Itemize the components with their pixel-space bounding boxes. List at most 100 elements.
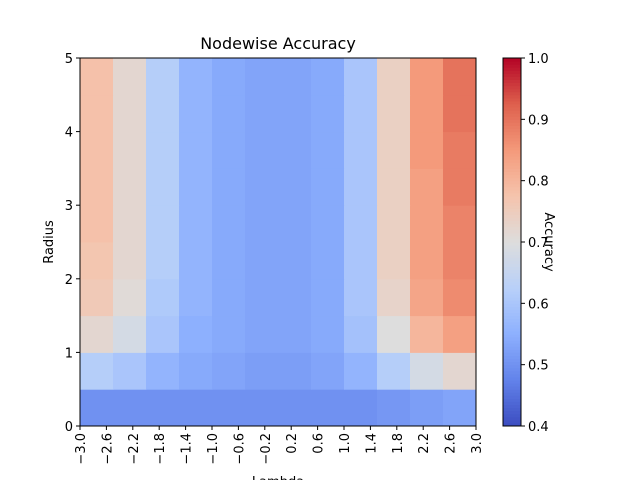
colorbar-swatch — [503, 291, 521, 295]
colorbar-swatch — [503, 303, 521, 307]
heatmap-cell — [80, 242, 114, 280]
heatmap-cell — [146, 168, 180, 206]
heatmap-cell — [212, 389, 246, 427]
heatmap-cell — [80, 131, 114, 169]
x-axis-label: Lambda — [252, 475, 304, 480]
heatmap-cell — [443, 315, 477, 353]
colorbar-swatch — [503, 251, 521, 255]
colorbar-swatch — [503, 58, 521, 62]
y-tick-label: 0 — [65, 420, 73, 435]
heatmap-cell — [179, 352, 213, 390]
heatmap-cell — [344, 168, 378, 206]
heatmap-cell — [278, 352, 312, 390]
colorbar-swatch — [503, 266, 521, 271]
heatmap-cell — [443, 205, 477, 243]
heatmap-cell — [278, 168, 312, 206]
heatmap-cell — [212, 58, 246, 96]
colorbar-swatch — [503, 85, 521, 90]
heatmap-cell — [113, 278, 147, 317]
heatmap-cell — [80, 168, 114, 206]
x-tick-label: −0.2 — [259, 433, 274, 465]
colorbar-swatch — [503, 100, 521, 105]
colorbar-swatch — [503, 137, 521, 142]
colorbar-swatch — [503, 122, 521, 126]
colorbar-swatch — [503, 116, 521, 120]
x-tick-label: −2.6 — [100, 433, 115, 465]
colorbar-swatch — [503, 245, 521, 249]
colorbar-swatch — [503, 177, 521, 182]
colorbar-swatch — [503, 288, 521, 292]
colorbar-swatch — [503, 361, 521, 366]
heatmap-cell — [80, 352, 114, 390]
plot-frame — [79, 57, 477, 427]
colorbar-swatch — [503, 242, 521, 246]
colorbar-swatch — [503, 223, 521, 228]
colorbar-swatch — [503, 278, 521, 283]
heatmap-cell — [245, 168, 279, 206]
colorbar-swatch — [503, 189, 521, 194]
heatmap-cell — [179, 94, 213, 133]
y-tick-label: 5 — [65, 52, 73, 67]
heatmap-cell — [212, 242, 246, 280]
heatmap-cell — [311, 352, 345, 390]
heatmap-cell — [179, 58, 213, 96]
colorbar-swatch — [503, 260, 521, 264]
heatmap-cell — [443, 352, 477, 390]
y-tick-label: 3 — [65, 199, 73, 214]
heatmap-cell — [245, 389, 279, 427]
colorbar-swatch — [503, 395, 521, 399]
colorbar-swatch — [503, 294, 521, 298]
heatmap-cell — [344, 205, 378, 243]
heatmap-cell — [311, 205, 345, 243]
colorbar-swatch — [503, 306, 521, 310]
heatmap-cell — [278, 94, 312, 133]
colorbar-swatch — [503, 324, 521, 329]
heatmap-cell — [80, 278, 114, 317]
heatmap-cell — [245, 94, 279, 133]
colorbar-swatch — [503, 199, 521, 203]
heatmap-cell — [443, 58, 477, 96]
heatmap-cell — [113, 242, 147, 280]
heatmap-cell — [212, 94, 246, 133]
colorbar-swatch — [503, 168, 521, 172]
colorbar-swatch — [503, 229, 521, 234]
heatmap-cell — [146, 94, 180, 133]
colorbar-swatch — [503, 380, 521, 384]
colorbar-swatch — [503, 220, 521, 225]
y-tick-label: 4 — [65, 126, 73, 141]
heatmap-cell — [311, 315, 345, 353]
heatmap-cell — [278, 389, 312, 427]
heatmap-cell — [377, 389, 411, 427]
colorbar-swatch — [503, 208, 521, 212]
heatmap-cell — [113, 131, 147, 169]
colorbar-swatch — [503, 70, 521, 74]
colorbar-swatch — [503, 413, 521, 418]
heatmap-cell — [278, 278, 312, 317]
colorbar-swatch — [503, 373, 521, 378]
colorbar-swatch — [503, 269, 521, 274]
x-tick-label: 1.8 — [391, 433, 406, 454]
colorbar-swatch — [503, 73, 521, 77]
heatmap-cell — [146, 315, 180, 353]
colorbar-swatch — [503, 419, 521, 424]
heatmap-cell — [212, 131, 246, 169]
colorbar-swatch — [503, 162, 521, 166]
colorbar-swatch — [503, 355, 521, 360]
heatmap-cell — [80, 205, 114, 243]
heatmap-cell — [113, 94, 147, 133]
y-tick-label: 1 — [65, 346, 73, 361]
colorbar-swatch — [503, 150, 521, 154]
colorbar-swatch — [503, 94, 521, 99]
colorbar-swatch — [503, 346, 521, 350]
x-tick-label: −0.6 — [232, 433, 247, 465]
heatmap-cell — [245, 352, 279, 390]
heatmap-cell — [311, 242, 345, 280]
heatmap-cell — [311, 131, 345, 169]
colorbar-tick-label: 0.8 — [528, 175, 549, 190]
heatmap-cell — [344, 242, 378, 280]
colorbar-swatch — [503, 186, 521, 191]
heatmap-cell — [311, 168, 345, 206]
heatmap-cell — [377, 278, 411, 317]
colorbar-swatch — [503, 404, 521, 409]
